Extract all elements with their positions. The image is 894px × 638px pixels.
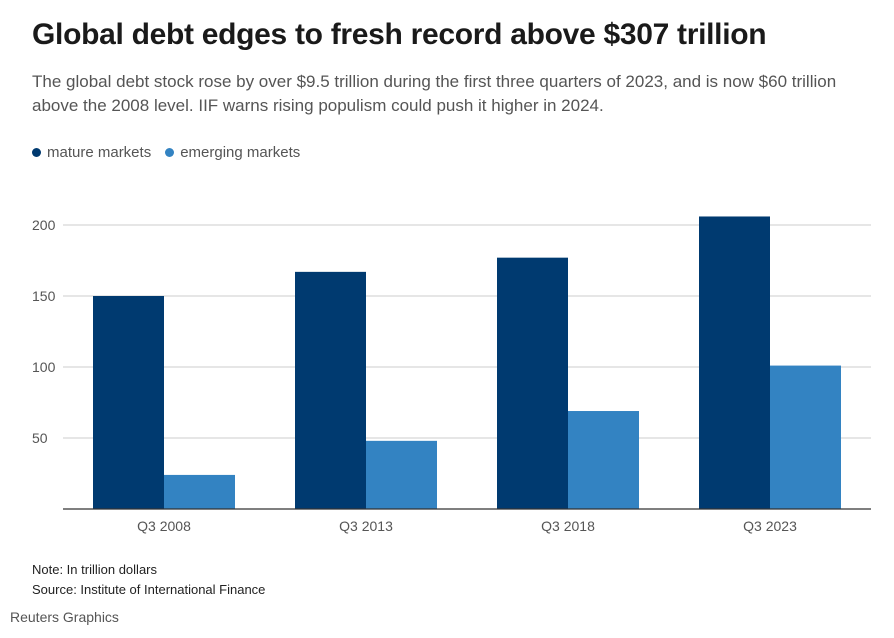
x-tick-label: Q3 2023 [743,518,797,534]
y-tick-label: 100 [32,359,56,375]
y-tick-label: 150 [32,288,56,304]
bar-emerging [568,411,639,509]
legend-label-emerging: emerging markets [180,144,301,161]
legend-swatch-mature [32,148,41,157]
x-tick-label: Q3 2008 [137,518,191,534]
bar-mature [497,257,568,509]
y-tick-label: 50 [32,430,48,446]
y-tick-label: 200 [32,217,56,233]
legend-swatch-emerging [165,148,175,157]
bar-emerging [770,365,841,509]
legend-item-emerging: emerging markets [165,144,300,161]
bar-mature [699,216,770,510]
bar-mature [295,271,366,509]
footnote: Note: In trillion dollars [32,562,157,577]
bar-emerging [164,474,235,509]
bar-chart: 50 100 150 200 Q3 2008 Q3 2013 Q3 2018 Q3 2023 [32,216,871,534]
source-line: Source: Institute of International Finan… [32,582,266,597]
x-tick-label: Q3 2013 [339,518,393,534]
chart-title: Global debt edges to fresh record above … [32,18,767,51]
x-tick-label: Q3 2018 [541,518,595,534]
legend-label-mature: mature markets [47,144,152,161]
credit-line: Reuters Graphics [10,609,119,625]
legend: mature markets emerging markets [32,144,300,161]
chart-subtitle: The global debt stock rose by over $9.5 … [32,72,837,115]
bar-emerging [366,440,437,509]
bar-mature [93,296,164,509]
legend-item-mature: mature markets [32,144,151,161]
